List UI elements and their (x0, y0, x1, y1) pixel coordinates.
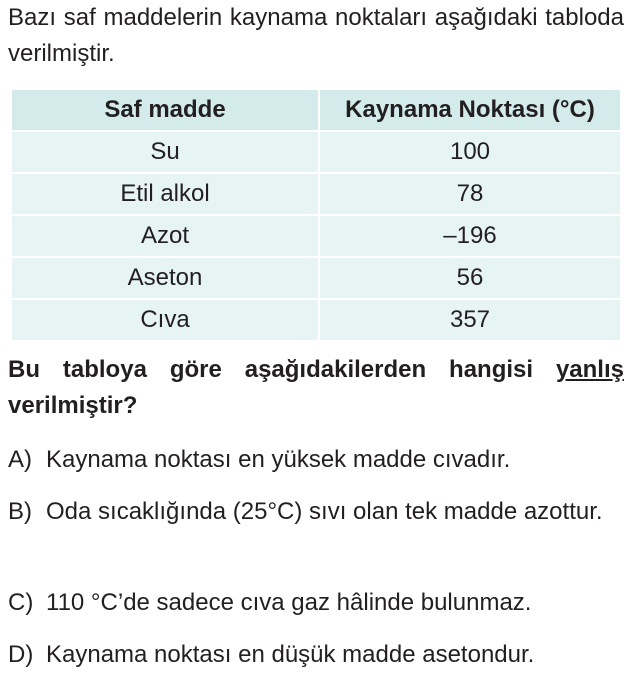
table-row: Cıva 357 (10, 298, 622, 342)
option-text: Oda sıcaklığında (25°C) sıvı olan tek ma… (46, 498, 603, 525)
question-text: Bu tabloya göre aşağıdakilerden hangisi (8, 356, 556, 383)
intro-text: Bazı saf maddelerin kaynama noktaları aş… (8, 4, 624, 67)
boiling-point-table: Saf madde Kaynama Noktası (°C) Su 100 Eti… (10, 88, 622, 342)
option-a[interactable]: A) Kaynama noktası en yüksek madde cıvadı… (8, 442, 624, 478)
question-emphasis: yanlış (555, 356, 624, 383)
option-text: Kaynama noktası en düşük madde asetondur… (46, 641, 535, 668)
option-letter: B) (8, 498, 32, 525)
question-text-end: verilmiştir? (8, 392, 138, 419)
header-boiling-point: Kaynama Noktası (°C) (318, 88, 622, 132)
option-letter: A) (8, 446, 32, 473)
option-text: Kaynama noktası en yüksek madde cıvadır. (46, 446, 511, 473)
table-row: Aseton 56 (10, 256, 622, 300)
cell-value: 56 (318, 256, 622, 300)
table-row: Su 100 (10, 130, 622, 174)
table-row: Etil alkol 78 (10, 172, 622, 216)
cell-substance: Cıva (10, 298, 320, 342)
option-b[interactable]: B) Oda sıcaklığında (25°C) sıvı olan tek … (8, 494, 624, 530)
option-letter: C) (8, 589, 34, 616)
cell-value: –196 (318, 214, 622, 258)
cell-substance: Su (10, 130, 320, 174)
table-header-row: Saf madde Kaynama Noktası (°C) (10, 88, 622, 132)
cell-substance: Etil alkol (10, 172, 320, 216)
option-c[interactable]: C) 110 °C’de sadece cıva gaz hâlinde bulu… (8, 585, 624, 621)
option-d[interactable]: D) Kaynama noktası en düşük madde asetond… (8, 637, 624, 673)
cell-value: 357 (318, 298, 622, 342)
option-text: 110 °C’de sadece cıva gaz hâlinde bulunm… (46, 589, 532, 616)
table-row: Azot –196 (10, 214, 622, 258)
header-substance: Saf madde (10, 88, 320, 132)
cell-substance: Aseton (10, 256, 320, 300)
cell-value: 100 (318, 130, 622, 174)
cell-substance: Azot (10, 214, 320, 258)
option-letter: D) (8, 641, 34, 668)
question: Bu tabloya göre aşağıdakilerden hangisi … (8, 352, 624, 424)
cell-value: 78 (318, 172, 622, 216)
